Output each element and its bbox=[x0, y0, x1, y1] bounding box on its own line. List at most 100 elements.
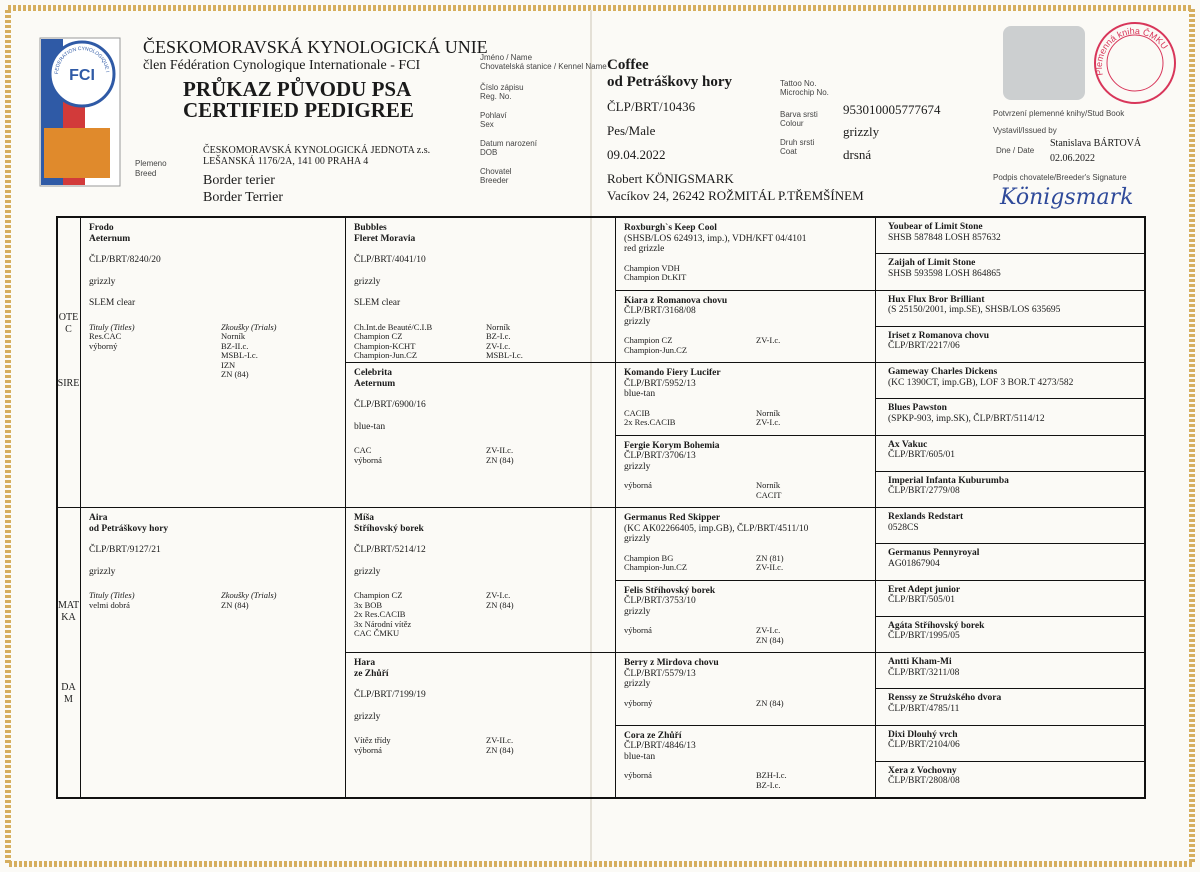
awards: Vítěz třídy výborná ZV-II.c. ZN (84) bbox=[354, 735, 607, 755]
dog-cell: Renssy ze Strużského dvora ČLP/BRT/4785/1… bbox=[875, 688, 1146, 726]
dog-info: blue-tan bbox=[624, 389, 656, 399]
field-label: Barva srsti bbox=[780, 110, 818, 119]
dog-name: Kiara z Romanova chovu bbox=[624, 295, 728, 306]
cmku-logo bbox=[44, 128, 110, 178]
title-en: CERTIFIED PEDIGREE bbox=[183, 98, 414, 122]
org-title: ČESKOMORAVSKÁ KYNOLOGICKÁ UNIE bbox=[143, 37, 488, 57]
dog-info: ČLP/BRT/6900/16 bbox=[354, 400, 426, 410]
titles: Vítěz třídy výborná bbox=[354, 735, 486, 755]
trial-item: ZV-II.c. bbox=[486, 445, 514, 455]
field-label: Sex bbox=[480, 120, 494, 129]
dog-name: od Petráškovy hory bbox=[89, 523, 169, 534]
dog-cell: Felis Stříhovský borek ČLP/BRT/3753/10 gri… bbox=[615, 579, 876, 653]
trials: Zkoušky (Trials) Norník BZ-II.c. MSBL-I.c. I… bbox=[221, 322, 277, 380]
reg-no: ČLP/BRT/10436 bbox=[607, 99, 696, 114]
dog-name: Roxburgh`s Keep Cool bbox=[624, 223, 717, 233]
dog-name: Xera z Vochovny bbox=[888, 765, 957, 776]
dog-cell: Frodo Aeternum ČLP/BRT/8240/20 grizzly SLEM … bbox=[80, 217, 346, 508]
dog-info: ČLP/BRT/5579/13 bbox=[624, 668, 696, 679]
issued-by: Stanislava BÁRTOVÁ bbox=[1050, 138, 1142, 149]
awards: výborná BZH-I.c. BZ-I.c. bbox=[624, 770, 867, 790]
titles: Tituly (Titles) Res.CAC výborný bbox=[89, 322, 221, 380]
trial-item: ZN (84) bbox=[756, 697, 784, 708]
title-item: 2x Res.CACIB bbox=[624, 417, 676, 427]
title-item: Champion-Jun.CZ bbox=[354, 350, 418, 360]
dog-cell: Cora ze Zhůří ČLP/BRT/4846/13 blue-tan výbo… bbox=[615, 724, 876, 798]
titles: výborná bbox=[624, 625, 756, 645]
title-item: Champion-Jun.CZ bbox=[624, 562, 688, 572]
field-label: Breeder bbox=[480, 176, 509, 185]
title-item: výborná bbox=[624, 625, 652, 635]
trial-item: Norník bbox=[486, 321, 511, 332]
trial-item: ZN (84) bbox=[486, 454, 514, 465]
dog-name: Fleret Moravia bbox=[354, 233, 416, 244]
stamp-text: Plemenná kniha ČMKU bbox=[1094, 26, 1170, 76]
field-label: Colour bbox=[780, 119, 804, 128]
titles: Tituly (Titles) velmi dobrá bbox=[89, 590, 221, 610]
side-cell bbox=[57, 507, 81, 798]
title-item: Champion-KCHT bbox=[354, 340, 416, 351]
trial-item: ZV-I.c. bbox=[486, 340, 511, 351]
trial-item: IZN bbox=[221, 359, 236, 370]
dog-cell: Roxburgh`s Keep Cool (SHSB/LOS 624913, im… bbox=[615, 217, 876, 291]
dog-name: Eret Adept junior bbox=[888, 584, 961, 595]
field-label: Pohlaví bbox=[480, 111, 507, 120]
trials-label: Zkoušky (Trials) bbox=[221, 590, 277, 600]
dog-name: Berry z Mirdova chovu bbox=[624, 658, 719, 668]
trials: ZV-I.c. ZN (84) bbox=[756, 625, 784, 645]
dog-name: Germanus Red Skipper bbox=[624, 513, 721, 523]
title-item: výborná bbox=[354, 454, 382, 465]
dog-cell: Rexlands Redstart 0528CS bbox=[875, 507, 1146, 545]
dog-name: Renssy ze Strużského dvora bbox=[888, 693, 1002, 704]
field-label: Reg. No. bbox=[480, 92, 512, 101]
colour: grizzly bbox=[843, 124, 880, 139]
dog-info: grizzly bbox=[624, 606, 651, 617]
title-item: velmi dobrá bbox=[89, 599, 130, 610]
dog-info: (KC 1390CT, imp.GB), LOF 3 BOR.T 4273/58… bbox=[888, 377, 1074, 388]
dog-name: Youbear of Limit Stone bbox=[888, 222, 983, 232]
trial-item: BZH-I.c. bbox=[756, 770, 787, 780]
dog-name: Aeternum bbox=[89, 233, 131, 244]
dog-name: Bubbles bbox=[354, 223, 387, 233]
fci-text: FCI bbox=[69, 67, 95, 84]
titles: Ch.Int.de Beauté/C.I.B Champion CZ Champio… bbox=[354, 322, 486, 362]
title-item: 8x BOB bbox=[354, 360, 486, 362]
dog-name: Fergie Korym Bohemia bbox=[624, 440, 720, 451]
dog-name: Antti Kham-Mi bbox=[888, 657, 952, 667]
dog-info: ČLP/BRT/1995/05 bbox=[888, 631, 960, 642]
trials: Norník ZV-I.c. bbox=[756, 408, 780, 428]
signature-label: Podpis chovatele/Breeder's Signature bbox=[993, 173, 1127, 182]
awards: Champion BG Champion-Jun.CZ ZN (81) ZV-II.c… bbox=[624, 553, 867, 573]
trial-item: CACIT bbox=[756, 489, 782, 500]
dog-cell: Imperial Infanta Kuburumba ČLP/BRT/2779/0… bbox=[875, 470, 1146, 508]
dog-cell: Germanus Pennyroyal AG01867904 bbox=[875, 543, 1146, 581]
dog-info: (SPKP-903, imp.SK), ČLP/BRT/5114/12 bbox=[888, 413, 1045, 424]
dog-info: blue-tan bbox=[354, 421, 386, 432]
trial-item: MSBL-I.c. bbox=[221, 350, 258, 360]
title-item: CACIB bbox=[624, 407, 650, 418]
dog-cell: Blues Pawston (SPKP-903, imp.SK), ČLP/BRT… bbox=[875, 398, 1146, 436]
trial-item: BZ-I.c. bbox=[486, 331, 511, 341]
trial-item: Norník bbox=[756, 480, 781, 490]
trials: Norník CACIT bbox=[756, 480, 782, 500]
dog-cell: Xera z Vochovny ČLP/BRT/2808/08 bbox=[875, 760, 1146, 798]
trial-item: ZN (84) bbox=[486, 599, 514, 610]
titles: CACIB 2x Res.CACIB bbox=[624, 407, 756, 428]
title-item: Champion CZ bbox=[354, 331, 403, 341]
dog-name: Gameway Charles Dickens bbox=[888, 367, 998, 377]
trial-item: ZV-I.c. bbox=[486, 590, 511, 600]
dog-name: Felis Stříhovský borek bbox=[624, 585, 716, 596]
titles: Champion CZ 3x BOB 2x Res.CACIB 3x Národní … bbox=[354, 590, 486, 639]
dog-cell: Gameway Charles Dickens (KC 1390CT, imp.G… bbox=[875, 362, 1146, 400]
dog-name: Aeternum bbox=[354, 378, 396, 389]
dog-name: Imperial Infanta Kuburumba bbox=[888, 475, 1009, 486]
trial-item: ZN (84) bbox=[221, 599, 249, 610]
title-item: 2x Res.CACIB bbox=[354, 609, 406, 619]
issue-date: 02.06.2022 bbox=[1050, 153, 1095, 164]
dog-name: Ax Vakuc bbox=[888, 439, 928, 450]
dog-info: ČLP/BRT/3211/08 bbox=[888, 667, 960, 678]
sire-label: OTEC bbox=[58, 312, 79, 335]
dog-info: ČLP/BRT/2217/06 bbox=[888, 341, 960, 352]
title-item: výborná bbox=[624, 480, 652, 490]
